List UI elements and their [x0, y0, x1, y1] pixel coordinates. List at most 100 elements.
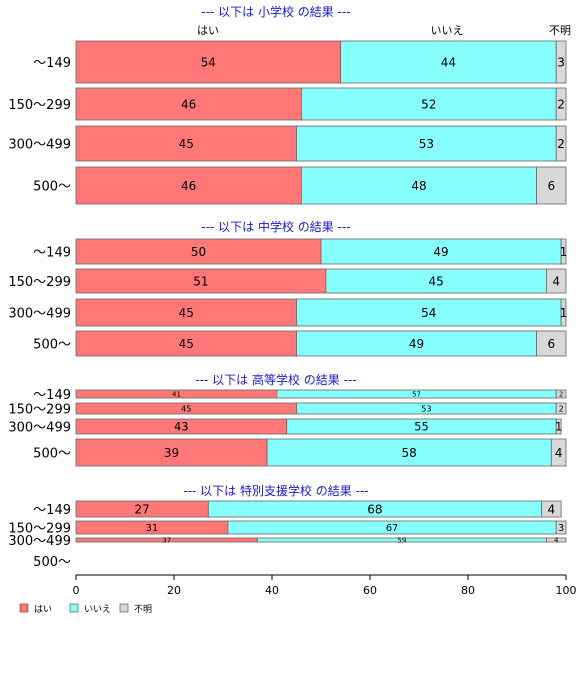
bar-value-label: 6	[547, 337, 555, 351]
bar-value-label: 67	[386, 523, 398, 534]
x-tick-label: 60	[363, 584, 377, 597]
bar-segment-yes	[75, 40, 342, 84]
row-label: 300〜499	[8, 307, 71, 322]
row-label: 〜149	[33, 246, 71, 261]
bar-segment-yes	[75, 268, 327, 294]
x-tick-label: 40	[265, 584, 279, 597]
bar-value-label: 52	[421, 97, 436, 111]
bar-value-label: 45	[179, 306, 194, 320]
row-label: 〜149	[33, 503, 71, 518]
bar-segment-yes	[75, 298, 297, 327]
row-label: 〜149	[33, 56, 71, 71]
row-label: 500〜	[33, 447, 71, 462]
bar-value-label: 45	[179, 337, 194, 351]
bar-segment-no	[325, 268, 547, 294]
bar-value-label: 4	[552, 274, 560, 288]
bar-value-label: 48	[411, 179, 426, 193]
bar-segment-unknown	[560, 298, 567, 327]
bar-segment-no	[340, 40, 557, 84]
bar-value-label: 53	[421, 403, 432, 413]
row-label: 500〜	[33, 338, 71, 353]
bar-value-label: 46	[181, 179, 196, 193]
bar-value-label: 54	[421, 306, 436, 320]
bar-segment-no	[320, 238, 562, 265]
x-tick-label: 80	[461, 584, 475, 597]
legend-swatch-unknown	[119, 603, 129, 613]
legend-label: いいえ	[84, 604, 111, 615]
panel-title: --- 以下は 小学校 の結果 ---	[201, 4, 350, 19]
legend-label: 不明	[134, 604, 152, 615]
bar-value-label: 1	[560, 245, 568, 259]
row-label: 300〜499	[8, 421, 71, 436]
bar-value-label: 4	[555, 446, 563, 460]
x-axis: 0 20 40 60 80 100	[73, 574, 577, 597]
legend-label: はい	[34, 604, 52, 615]
bar-value-label: 49	[433, 245, 448, 259]
row-label: 〜149	[33, 388, 71, 403]
row-label: 150〜299	[8, 98, 71, 113]
bar-value-label: 41	[172, 391, 181, 399]
bar-value-label: 1	[560, 306, 568, 320]
panel-title: --- 以下は 中学校 の結果 ---	[201, 219, 350, 234]
panel: --- 以下は 小学校 の結果 --- 〜149 54 44 3 150〜299 46 52 2…	[8, 4, 567, 205]
bar-segment-no	[296, 125, 557, 162]
bar-value-label: 3	[558, 523, 564, 534]
bar-segment-yes	[75, 438, 268, 467]
bar-value-label: 49	[409, 337, 424, 351]
panel-title: --- 以下は 特別支援学校 の結果 ---	[183, 483, 368, 498]
bar-segment-unknown	[536, 166, 567, 205]
bar-value-label: 2	[559, 391, 563, 399]
column-headers: はい いいえ 不明	[197, 24, 571, 37]
bar-value-label: 46	[181, 97, 196, 111]
bar-segment-unknown	[555, 87, 567, 121]
bar-value-label: 57	[412, 391, 421, 399]
bar-segment-yes	[75, 125, 297, 162]
row-label: 150〜299	[8, 522, 71, 537]
bar-value-label: 59	[397, 537, 406, 545]
column-header-yes: はい	[197, 24, 219, 37]
bar-value-label: 43	[174, 421, 188, 434]
bar-value-label: 39	[164, 446, 179, 460]
bar-value-label: 58	[402, 446, 417, 460]
bar-segment-no	[266, 438, 552, 467]
bar-value-label: 53	[419, 137, 434, 151]
bar-segment-unknown	[536, 330, 567, 357]
bar-segment-unknown	[555, 418, 562, 435]
bar-value-label: 27	[135, 502, 150, 516]
bar-value-label: 50	[191, 245, 206, 259]
bar-value-label: 4	[554, 537, 559, 545]
bar-value-label: 2	[557, 137, 565, 151]
bar-segment-yes	[75, 330, 297, 357]
bar-value-label: 2	[558, 403, 563, 413]
row-label: 150〜299	[8, 403, 71, 418]
bar-value-label: 37	[162, 537, 171, 545]
bar-segment-unknown	[555, 389, 567, 399]
x-tick-label: 20	[167, 584, 181, 597]
bar-segment-unknown	[550, 438, 567, 467]
panel: --- 以下は 特別支援学校 の結果 --- 〜149 27 68 4 150〜299 31…	[8, 483, 567, 570]
legend: はい いいえ 不明	[19, 603, 152, 615]
bar-segment-yes	[75, 166, 302, 205]
bar-segment-no	[296, 298, 562, 327]
bar-segment-unknown	[555, 402, 567, 415]
bar-segment-unknown	[546, 537, 567, 543]
bar-value-label: 45	[181, 403, 192, 413]
x-tick-label: 100	[556, 584, 577, 597]
bar-value-label: 1	[555, 421, 562, 434]
bar-value-label: 55	[414, 421, 428, 434]
legend-swatch-no	[69, 603, 79, 613]
bar-segment-unknown	[560, 238, 567, 265]
bar-value-label: 3	[557, 55, 565, 69]
legend-swatch-yes	[19, 603, 29, 613]
row-label: 500〜	[33, 555, 71, 570]
bar-segment-unknown	[555, 40, 567, 84]
row-label: 300〜499	[8, 534, 71, 549]
bar-value-label: 51	[193, 274, 208, 288]
bar-value-label: 6	[547, 179, 555, 193]
bar-segment-unknown	[546, 268, 567, 294]
bar-segment-unknown	[541, 500, 562, 518]
